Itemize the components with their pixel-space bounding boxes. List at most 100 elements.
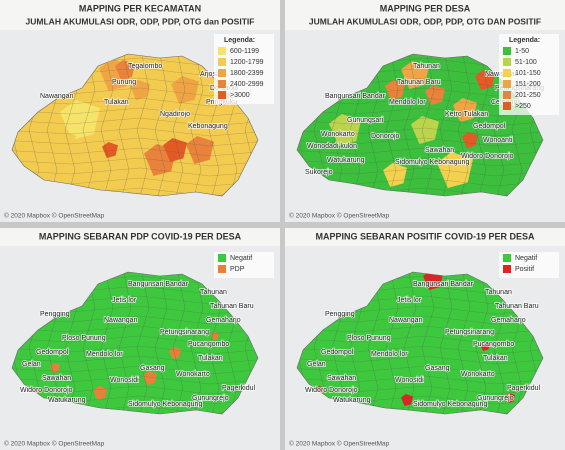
area-patch — [401, 61, 429, 89]
place-label: Tahunan Baru — [397, 79, 441, 86]
legend-swatch — [218, 80, 226, 88]
place-label: Tahunan — [200, 289, 227, 296]
place-label: Sawahan — [327, 375, 356, 382]
legend-swatch — [503, 69, 511, 77]
place-label: Pagerkidul — [222, 385, 256, 392]
boundary-line — [190, 54, 204, 196]
area-patch — [44, 129, 76, 161]
boundary-line — [385, 272, 399, 414]
legend-label: Negatif — [230, 255, 252, 262]
legend-label: 1800-2399 — [230, 70, 264, 77]
place-label: Gedompol — [321, 349, 354, 356]
legend-swatch — [218, 254, 226, 262]
place-label: Ngadirojo — [160, 111, 190, 118]
area-patch — [425, 85, 445, 105]
panel-subtitle: JUMLAH AKUMULASI ODR, ODP, PDP, OTG dan … — [26, 16, 255, 26]
area-patch — [437, 152, 473, 188]
boundary-line — [297, 117, 543, 127]
legend-swatch — [218, 91, 226, 99]
boundary-line — [12, 167, 258, 177]
place-label: Sidomulyo Kebonagung — [128, 401, 202, 408]
place-label: Watukarung — [48, 397, 86, 404]
boundary-line — [297, 355, 543, 365]
boundary-line — [154, 272, 168, 414]
place-label: Wonokarto — [176, 371, 210, 378]
legend-swatch — [218, 265, 226, 273]
legend-label: 51-100 — [515, 59, 537, 66]
place-label: Gedompol — [473, 123, 506, 130]
place-label: Pagerkidul — [507, 385, 541, 392]
boundary-line — [12, 127, 258, 137]
area-patch — [505, 393, 515, 403]
place-label: Mendolo lor — [371, 351, 408, 358]
place-label: Gemaharjo — [491, 317, 526, 324]
legend-label: Positif — [515, 266, 534, 273]
place-label: Arjosari — [200, 71, 224, 78]
boundary-line — [12, 157, 258, 167]
area-patch — [163, 138, 187, 162]
area-patch — [407, 152, 423, 168]
boundary-line — [385, 54, 399, 196]
panel-title: MAPPING PER DESA — [380, 3, 471, 13]
boundary-line — [100, 272, 114, 414]
boundary-line — [172, 272, 186, 414]
boundary-line — [297, 167, 543, 177]
boundary-line — [297, 385, 543, 395]
legend-label: 600-1199 — [230, 48, 259, 55]
boundary-line — [190, 272, 204, 414]
boundary-line — [297, 325, 543, 335]
legend-label: Negatif — [515, 255, 537, 262]
place-label: Bangunsari Bandar — [325, 93, 386, 100]
boundary-line — [12, 355, 258, 365]
boundary-line — [12, 345, 258, 355]
area-patch — [50, 363, 60, 373]
map-region: Pengging Bangunsari Bandar Jetis lor Tahuna… — [11, 271, 259, 415]
boundary-line — [12, 137, 258, 147]
place-label: Tahunan — [485, 289, 512, 296]
legend-label: >250 — [515, 103, 531, 110]
boundary-line — [297, 137, 543, 147]
boundary-line — [12, 365, 258, 375]
boundary-line — [297, 375, 543, 385]
boundary-line — [12, 117, 258, 127]
place-label: Gemaharjo — [206, 317, 241, 324]
boundary-line — [118, 272, 132, 414]
boundary-line — [82, 272, 96, 414]
legend-label: >3000 — [230, 92, 250, 99]
boundary-line — [421, 272, 435, 414]
place-label: Tulakan — [483, 355, 508, 362]
place-label: Watukarung — [327, 157, 365, 164]
place-label: Gunungrejo — [192, 395, 229, 402]
map-panel: Pengging Bangunsari Bandar Jetis lor Tahuna… — [285, 228, 565, 450]
legend-label: 2400-2999 — [230, 81, 264, 88]
place-label: Donorojo — [371, 133, 400, 140]
area-patch — [401, 394, 413, 406]
area-patch — [93, 386, 107, 400]
area-patch — [169, 347, 181, 359]
area-patch — [475, 70, 495, 90]
map-panel: Pengging Bangunsari Bandar Jetis lor Tahuna… — [0, 228, 280, 450]
boundary-line — [12, 107, 258, 117]
region-fill — [296, 271, 544, 415]
place-label: Petungsinarang — [160, 329, 209, 336]
attribution: © 2020 Mapbox © OpenStreetMap — [4, 212, 105, 220]
legend-swatch — [503, 58, 511, 66]
place-label: Petungsinarang — [445, 329, 494, 336]
boundary-line — [12, 147, 258, 157]
place-label: Punung — [112, 79, 136, 86]
legend-swatch — [503, 265, 511, 273]
place-label: Wonoanti — [483, 137, 513, 144]
boundary-line — [100, 54, 114, 196]
boundary-line — [439, 54, 453, 196]
boundary-line — [12, 325, 258, 335]
place-label: Tahunan — [413, 63, 440, 70]
boundary-line — [297, 335, 543, 345]
legend-label: PDP — [230, 266, 245, 273]
boundary-line — [154, 54, 168, 196]
panel-title: MAPPING PER KECAMATAN — [79, 3, 201, 13]
place-label: Wonokarto — [461, 371, 495, 378]
legend-swatch — [218, 69, 226, 77]
attribution: © 2020 Mapbox © OpenStreetMap — [289, 212, 390, 220]
boundary-line — [403, 272, 417, 414]
